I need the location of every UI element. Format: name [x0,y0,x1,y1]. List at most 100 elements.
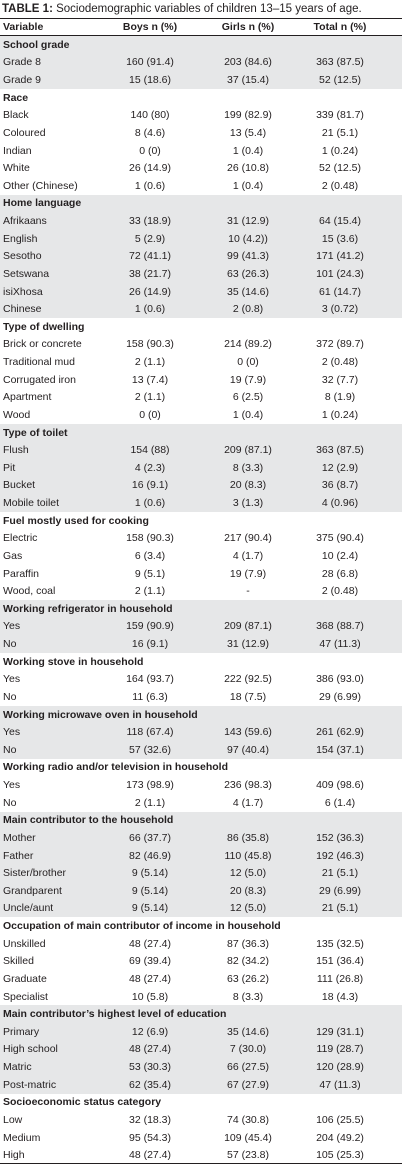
data-row: High school 48 (27.4) 7 (30.0) 119 (28.7) [0,1040,402,1059]
row-label: Low [3,1113,23,1126]
table-cell: 339 (81.7) [316,109,364,122]
table-cell: 1 (0.24) [321,408,359,421]
table-cell: 12 (5.0) [229,867,267,880]
table-cell: 31 (12.9) [226,215,270,228]
row-label: Electric [3,532,38,545]
table-cell: 48 (27.4) [128,1043,172,1056]
data-row: Yes 159 (90.9) 209 (87.1) 368 (88.7) [0,617,402,636]
table-cell: 64 (15.4) [318,215,362,228]
table-cell: 386 (93.0) [316,673,364,686]
table-cell: 261 (62.9) [316,726,364,739]
table-cell: 47 (11.3) [319,638,361,651]
table-cell: 29 (6.99) [318,690,362,703]
data-row: Post-matric 62 (35.4) 67 (27.9) 47 (11.3) [0,1075,402,1094]
table-cell: 21 (5.1) [321,867,359,880]
table-cell: 15 (18.6) [128,74,172,87]
table-cell: 9 (5.14) [131,902,169,915]
row-label: Primary [3,1025,40,1038]
section-title: Type of dwelling [3,320,85,333]
table-cell: 363 (87.5) [316,444,364,457]
table-cell: 33 (18.9) [128,215,172,228]
table-cell: 2 (0.48) [321,585,359,598]
table-cell: 13 (5.4) [229,126,267,139]
data-row: White 26 (14.9) 26 (10.8) 52 (12.5) [0,159,402,177]
table-cell: 63 (26.2) [226,972,270,985]
data-row: Sister/brother 9 (5.14) 12 (5.0) 21 (5.1) [0,864,402,882]
section-title: Working refrigerator in household [3,602,173,615]
row-label: Gas [3,549,23,562]
row-label: Flush [3,444,29,457]
table-cell: 36 (8.7) [321,479,359,492]
row-label: Coloured [3,126,46,139]
table-cell: 13 (7.4) [131,373,169,386]
table-cell: 57 (23.8) [226,1149,270,1162]
table-cell: 9 (5.14) [131,884,169,897]
row-label: Brick or concrete [3,338,82,351]
table-cell: 109 (45.4) [224,1131,272,1144]
header-cell: Variable [3,21,44,33]
data-row: Unskilled 48 (27.4) 87 (36.3) 135 (32.5) [0,935,402,953]
data-row: Paraffin 9 (5.1) 19 (7.9) 28 (6.8) [0,565,402,583]
data-row: Apartment 2 (1.1) 6 (2.5) 8 (1.9) [0,389,402,407]
row-label: Father [3,849,34,862]
row-label: Uncle/aunt [3,902,54,915]
data-row: No 16 (9.1) 31 (12.9) 47 (11.3) [0,635,402,653]
data-row: Primary 12 (6.9) 35 (14.6) 129 (31.1) [0,1023,402,1041]
table-cell: 1 (0.6) [134,303,166,316]
data-row: Specialist 10 (5.8) 8 (3.3) 18 (4.3) [0,988,402,1006]
section-title: Occupation of main contributor of income… [3,920,281,933]
data-row: Grade 9 15 (18.6) 37 (15.4) 52 (12.5) [0,71,402,89]
data-row: English 5 (2.9) 10 (4.2)) 15 (3.6) [0,229,402,248]
table-cell: 143 (59.6) [224,726,272,739]
row-label: Sister/brother [3,867,67,880]
table-cell: 29 (6.99) [318,884,362,897]
table-cell: 57 (32.6) [128,743,172,756]
table-cell: 48 (27.4) [128,972,172,985]
table-cell: 26 (10.8) [226,162,270,175]
row-label: Yes [3,673,21,686]
section-title: Main contributor’s highest level of educ… [3,1008,227,1021]
table-cell: 3 (1.3) [232,497,264,510]
table-cell: 6 (1.4) [324,796,356,809]
table-cell: 2 (1.1) [134,796,166,809]
table-cell: 35 (14.6) [226,1025,270,1038]
data-row: Mother 66 (37.7) 86 (35.8) 152 (36.3) [0,829,402,847]
table-cell: 18 (4.3) [321,990,359,1003]
table-cell: 152 (36.3) [316,831,364,844]
table-cell: 1 (0.4) [232,179,264,192]
table-cell: 35 (14.6) [226,285,270,298]
row-label: Mobile toilet [3,497,60,510]
row-label: Setswana [3,267,50,280]
table-cell: 192 (46.3) [316,849,364,862]
table-cell: 87 (36.3) [226,937,270,950]
table-cell: 82 (46.9) [128,849,172,862]
table-cell: 8 (4.6) [134,126,166,139]
header-cell: Total n (%) [313,21,367,33]
section-row: Socioeconomic status category [0,1094,402,1112]
data-row: Low 32 (18.3) 74 (30.8) 106 (25.5) [0,1111,402,1129]
data-row: Wood 0 (0) 1 (0.4) 1 (0.24) [0,406,402,424]
data-row: No 2 (1.1) 4 (1.7) 6 (1.4) [0,794,402,812]
table-cell: 48 (27.4) [128,1149,172,1162]
table-cell: 99 (41.3) [226,250,270,263]
section-title: School grade [3,38,70,51]
header-cell: Girls n (%) [221,21,275,33]
row-label: Wood [3,408,31,421]
data-row: Yes 118 (67.4) 143 (59.6) 261 (62.9) [0,723,402,741]
data-row: Grandparent 9 (5.14) 20 (8.3) 29 (6.99) [0,882,402,900]
table-cell: 199 (82.9) [224,109,272,122]
table-cell: 72 (41.1) [128,250,172,263]
table-cell: 62 (35.4) [128,1078,172,1091]
row-label: Yes [3,726,21,739]
header-row: Variable Boys n (%) Girls n (%) Total n … [0,18,402,36]
table-cell: 8 (3.3) [232,461,264,474]
table-cell: 158 (90.3) [126,338,174,351]
data-row: Gas 6 (3.4) 4 (1.7) 10 (2.4) [0,547,402,565]
table-cell: 135 (32.5) [316,937,364,950]
table-cell: 173 (98.9) [126,779,174,792]
table-cell: 209 (87.1) [224,444,272,457]
row-label: No [3,690,17,703]
table-cell: 9 (5.14) [131,867,169,880]
data-row: Pit 4 (2.3) 8 (3.3) 12 (2.9) [0,459,402,477]
